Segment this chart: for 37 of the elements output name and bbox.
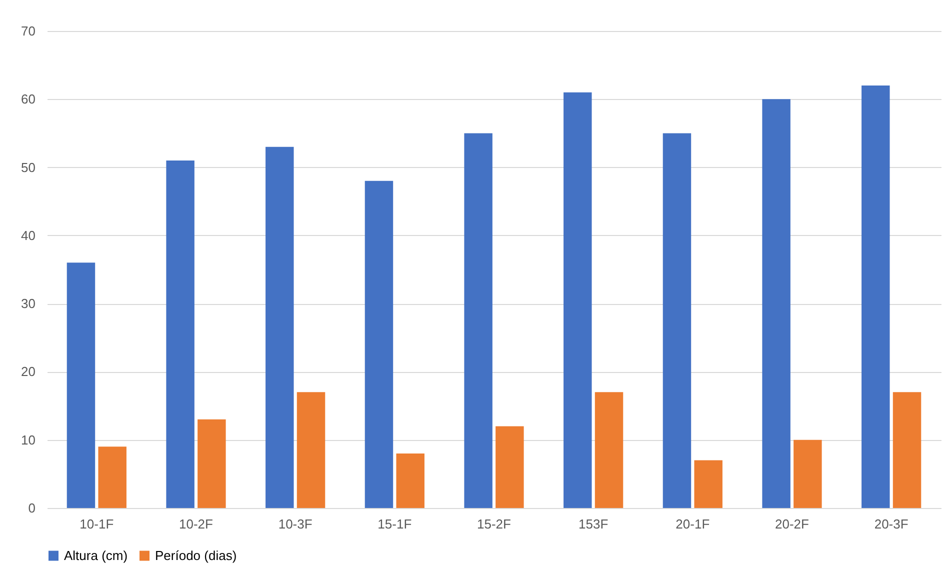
y-tick-label: 20: [21, 364, 36, 380]
bar: [594, 392, 624, 508]
bar: [762, 99, 790, 508]
bar: [662, 133, 692, 508]
legend-label: Período (dias): [155, 548, 237, 563]
bar: [564, 92, 592, 508]
y-tick-label: 30: [21, 296, 36, 312]
x-tick-label: 10-2F: [179, 516, 214, 532]
bar: [862, 86, 890, 508]
x-tick-label: 20-1F: [676, 516, 710, 532]
x-tick-label: 10-1F: [80, 516, 114, 532]
bar: [364, 180, 394, 508]
y-tick-label: 40: [21, 228, 36, 243]
y-tick-label: 10: [21, 432, 36, 448]
bar: [892, 392, 922, 508]
bar: [794, 440, 822, 508]
bar: [296, 392, 326, 508]
x-tick-label: 20-2F: [775, 516, 810, 532]
x-tick-label: 15-2F: [477, 516, 512, 532]
bar: [66, 262, 96, 508]
bar: [198, 419, 226, 508]
y-tick-label: 60: [21, 92, 36, 107]
bar: [694, 460, 722, 508]
x-tick-label: 20-3F: [874, 516, 908, 532]
bar: [166, 160, 194, 508]
legend-label: Altura (cm): [64, 548, 128, 563]
bar: [266, 146, 294, 508]
bar: [396, 453, 424, 508]
x-tick-label: 15-1F: [378, 516, 412, 532]
y-tick-label: 70: [21, 24, 36, 38]
bar: [464, 133, 492, 508]
y-tick-label: 50: [21, 160, 36, 175]
bar: [98, 446, 126, 508]
x-tick-label: 153F: [578, 516, 608, 532]
x-tick-label: 10-3F: [278, 516, 312, 532]
bar: [496, 426, 524, 508]
y-tick-label: 0: [28, 500, 36, 516]
